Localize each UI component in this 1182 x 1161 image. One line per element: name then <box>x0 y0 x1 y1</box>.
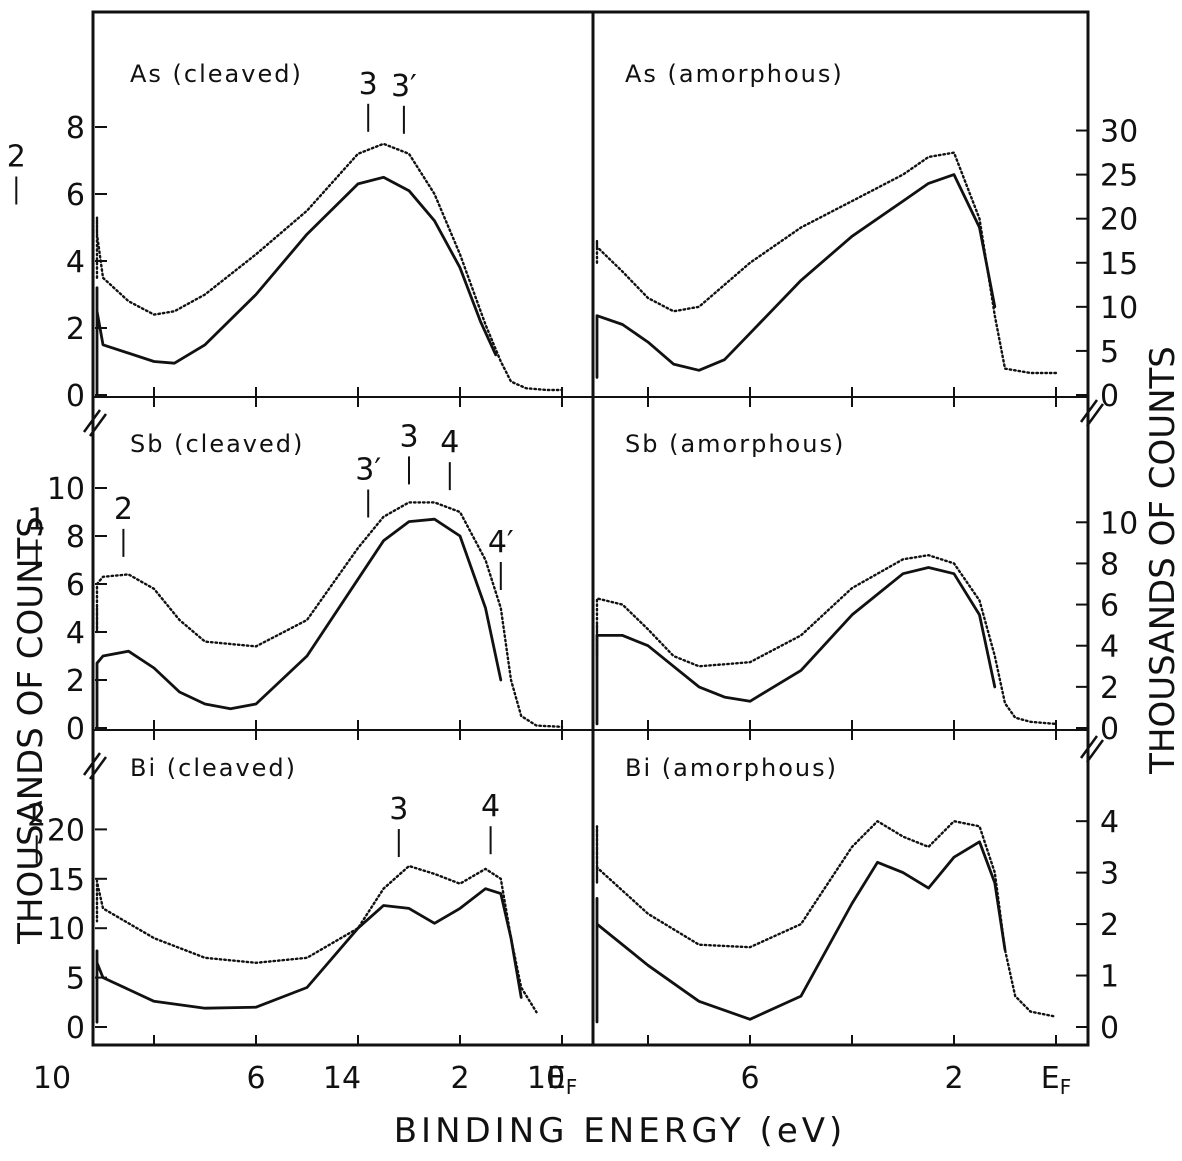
y-tick-label: 30 <box>1100 115 1138 150</box>
fermi-subscript: F <box>1060 1075 1072 1099</box>
y-tick-label: 0 <box>66 379 85 414</box>
peak-label: 3 <box>389 792 408 827</box>
panel-title: Sb (cleaved) <box>130 430 304 458</box>
y-tick-label: 3 <box>1100 857 1119 892</box>
y-tick-label: 1 <box>1100 960 1119 995</box>
fermi-level-label: EF <box>1041 1061 1071 1099</box>
y-tick-label: 4 <box>66 616 85 651</box>
fermi-subscript: F <box>566 1075 578 1099</box>
y-axis-label-right: THOUSANDS OF COUNTS <box>1143 346 1182 775</box>
peak-label: 4′ <box>488 525 514 560</box>
series-raw-data <box>95 142 564 392</box>
y-tick-label: 25 <box>1100 159 1138 194</box>
series-raw-data <box>95 501 564 728</box>
x-tick-label: 14 <box>323 1061 361 1096</box>
x-tick-label: 10 <box>33 1061 71 1096</box>
y-tick-label: 4 <box>66 245 85 280</box>
peak-label: 3 <box>359 67 378 102</box>
y-tick-label: 10 <box>1100 506 1138 541</box>
x-axis-label: BINDING ENERGY (eV) <box>394 1111 847 1151</box>
y-tick-label: 2 <box>66 312 85 347</box>
y-tick-label: 6 <box>66 568 85 603</box>
peak-label: 2 <box>27 798 46 833</box>
y-tick-label: 20 <box>47 813 85 848</box>
peak-label: 2 <box>114 492 133 527</box>
y-tick-label: 20 <box>1100 203 1138 238</box>
x-tick-label: 6 <box>740 1061 759 1096</box>
series-smoothed <box>595 566 997 726</box>
y-tick-label: 6 <box>66 178 85 213</box>
y-tick-label: 2 <box>1100 671 1119 706</box>
y-tick-label: 10 <box>47 912 85 947</box>
panel-title: Bi (amorphous) <box>625 754 838 782</box>
y-tick-label: 5 <box>1100 335 1119 370</box>
y-tick-label: 0 <box>1100 379 1119 414</box>
y-tick-label: 10 <box>1100 291 1138 326</box>
series-smoothed <box>595 173 997 379</box>
peak-label: 4 <box>440 425 459 460</box>
y-tick-label: 2 <box>1100 908 1119 943</box>
series-raw-data <box>95 864 538 1014</box>
x-tick-label: 2 <box>944 1061 963 1096</box>
series-raw-data <box>595 554 1058 726</box>
series-smoothed <box>595 840 1007 1024</box>
panel-title: As (cleaved) <box>130 60 303 88</box>
peak-label: 1 <box>27 502 46 537</box>
y-tick-label: 6 <box>1100 589 1119 624</box>
y-tick-label: 4 <box>1100 630 1119 665</box>
peak-label: 3 <box>399 419 418 454</box>
y-tick-label: 8 <box>1100 547 1119 582</box>
y-tick-label: 15 <box>47 863 85 898</box>
peak-label: 4 <box>481 789 500 824</box>
y-axis-label-left: THOUSANDS OF COUNTS <box>11 516 51 945</box>
y-tick-label: 10 <box>47 472 85 507</box>
x-tick-label: 10 <box>527 1061 565 1096</box>
series-raw-data <box>595 820 1058 1018</box>
series-smoothed <box>95 175 498 395</box>
y-tick-label: 15 <box>1100 247 1138 282</box>
y-tick-label: 4 <box>1100 805 1119 840</box>
axis-break-marks <box>82 399 1105 780</box>
y-tick-label: 0 <box>1100 1011 1119 1046</box>
y-tick-label: 5 <box>66 962 85 997</box>
y-tick-label: 0 <box>66 712 85 747</box>
y-tick-label: 0 <box>66 1011 85 1046</box>
peak-label: 3′ <box>391 69 417 104</box>
series-smoothed <box>95 887 523 1024</box>
x-tick-label: 2 <box>450 1061 469 1096</box>
y-tick-label: 8 <box>66 111 85 146</box>
x-tick-label: 6 <box>246 1061 265 1096</box>
panel-title: Bi (cleaved) <box>130 754 297 782</box>
y-tick-label: 2 <box>66 664 85 699</box>
panel-title: As (amorphous) <box>625 60 844 88</box>
peak-label: 3′ <box>355 453 381 488</box>
series-smoothed <box>95 517 503 729</box>
y-tick-label: 8 <box>66 520 85 555</box>
peak-label: 2 <box>7 139 26 174</box>
plot-frame <box>91 10 1090 1047</box>
panel-title: Sb (amorphous) <box>625 430 845 458</box>
y-tick-label: 0 <box>1100 712 1119 747</box>
